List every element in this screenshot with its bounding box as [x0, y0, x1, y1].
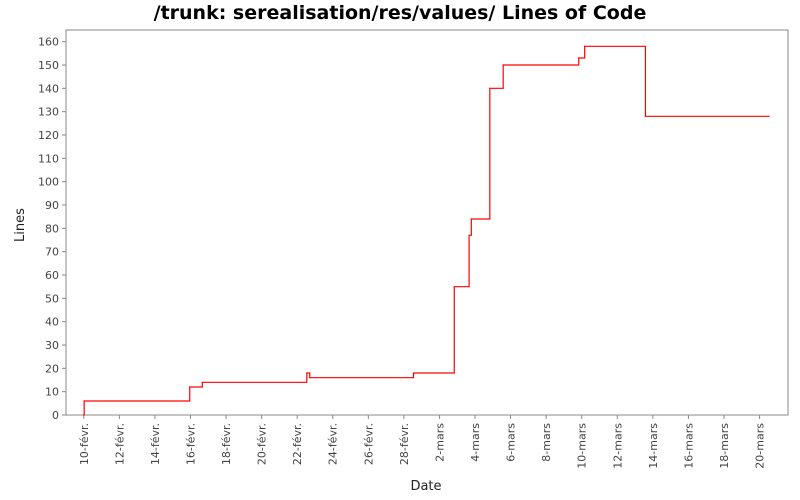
data-point — [644, 115, 647, 117]
y-tick-label: 160 — [38, 36, 59, 49]
y-tick-label: 10 — [45, 386, 59, 399]
x-tick-label: 18-févr. — [220, 423, 233, 465]
x-tick-label: 12-févr. — [113, 423, 126, 465]
data-point — [83, 414, 85, 416]
data-point — [453, 286, 455, 288]
x-tick-label: 20-mars — [754, 423, 767, 469]
x-tick-label: 2-mars — [433, 423, 446, 462]
y-axis: 0 10 20 30 40 50 60 70 80 90 100 110 120 130 140 150 160 — [38, 36, 66, 422]
x-tick-label: 16-févr. — [184, 423, 197, 465]
x-tick-label: 28-févr. — [398, 423, 411, 465]
y-tick-label: 70 — [45, 246, 59, 259]
data-point — [468, 234, 470, 236]
data-point — [502, 64, 504, 66]
data-point — [768, 115, 770, 117]
data-point — [306, 372, 308, 374]
x-axis: 10-févr. 12-févr. 14-févr. 16-févr. 18-févr.… — [78, 415, 767, 469]
x-tick-label: 20-févr. — [256, 423, 269, 465]
x-axis-title: Date — [410, 479, 441, 494]
x-tick-label: 12-mars — [611, 423, 624, 469]
x-tick-label: 26-févr. — [362, 423, 375, 465]
x-tick-label: 8-mars — [540, 423, 553, 462]
x-tick-label: 6-mars — [505, 423, 518, 462]
data-point — [470, 218, 472, 220]
data-point — [584, 45, 586, 47]
series-line — [83, 45, 770, 416]
data-point — [201, 381, 203, 383]
x-tick-label: 24-févr. — [327, 423, 340, 465]
y-tick-label: 110 — [38, 152, 59, 165]
y-tick-label: 90 — [45, 199, 59, 212]
y-tick-label: 30 — [45, 339, 59, 352]
x-tick-label: 18-mars — [718, 423, 731, 469]
y-tick-label: 120 — [38, 129, 59, 142]
y-tick-label: 60 — [45, 269, 59, 282]
x-tick-label: 10-mars — [576, 423, 589, 469]
y-tick-label: 140 — [38, 82, 59, 95]
y-tick-label: 100 — [38, 176, 59, 189]
x-tick-label: 22-févr. — [291, 423, 304, 465]
data-point — [83, 400, 85, 402]
x-tick-label: 14-mars — [647, 423, 660, 469]
y-tick-label: 130 — [38, 106, 59, 119]
y-axis-title: Lines — [13, 208, 28, 242]
x-tick-label: 14-févr. — [149, 423, 162, 465]
chart-title: /trunk: serealisation/res/values/ Lines … — [153, 2, 647, 24]
y-tick-label: 50 — [45, 292, 59, 305]
y-tick-label: 150 — [38, 59, 59, 72]
data-point — [189, 386, 191, 388]
x-tick-label: 4-mars — [469, 423, 482, 462]
data-point — [412, 372, 415, 374]
data-point — [489, 87, 491, 89]
x-tick-label: 16-mars — [682, 423, 695, 469]
data-point — [578, 57, 580, 59]
y-tick-label: 0 — [52, 409, 59, 422]
plot-area — [65, 29, 789, 416]
y-tick-label: 40 — [45, 316, 59, 329]
data-point — [309, 377, 311, 379]
y-tick-label: 20 — [45, 362, 59, 375]
y-tick-label: 80 — [45, 222, 59, 235]
x-tick-label: 10-févr. — [78, 423, 91, 465]
plot-frame — [65, 29, 789, 416]
